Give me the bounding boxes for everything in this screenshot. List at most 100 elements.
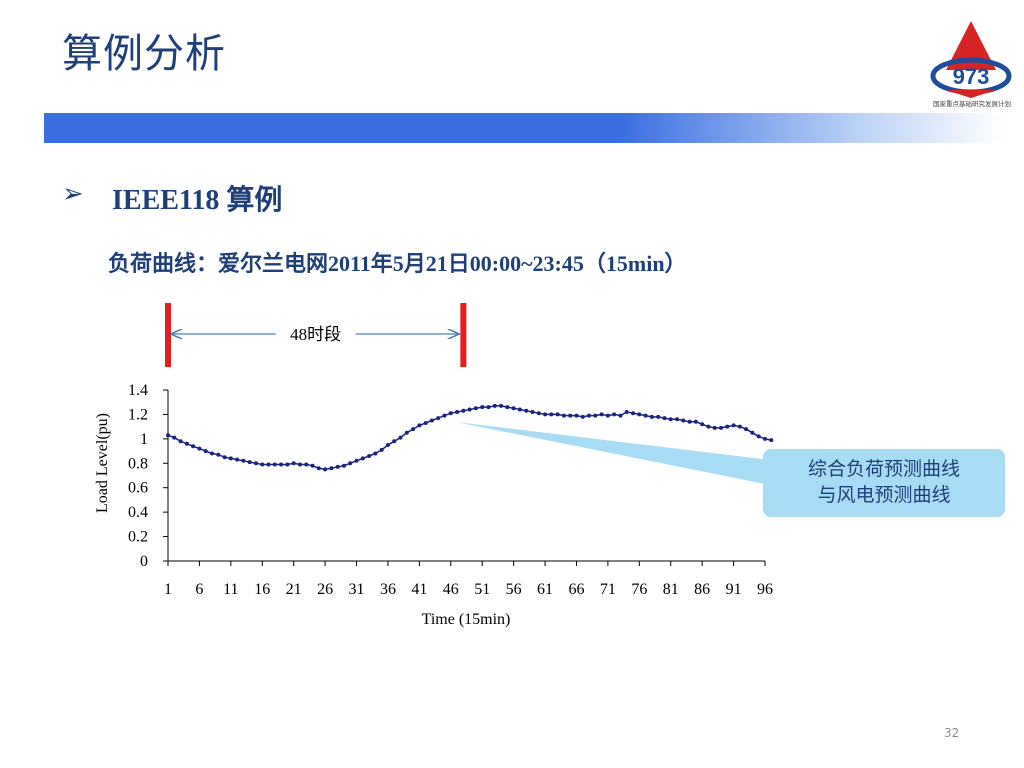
series-point (744, 427, 749, 432)
series-point (517, 407, 522, 412)
series-point (436, 416, 441, 421)
series-point (637, 412, 642, 417)
series-point (750, 430, 755, 435)
y-tick-label: 0.4 (128, 504, 148, 521)
slide-title: 算例分析 (62, 31, 226, 77)
series-point (166, 433, 170, 438)
y-tick-label: 1.4 (128, 382, 148, 399)
y-tick-label: 1 (140, 431, 148, 448)
series-point (266, 462, 271, 467)
series-point (618, 413, 623, 418)
series-point (323, 467, 328, 472)
series-point (649, 414, 654, 419)
series-point (260, 462, 265, 467)
span-start-marker (165, 303, 171, 367)
series-point (737, 424, 742, 429)
page-number: 32 (944, 726, 960, 740)
x-tick-label: 66 (568, 581, 584, 598)
x-tick-label: 31 (349, 581, 365, 598)
series-point (316, 466, 321, 471)
series-point (599, 412, 604, 417)
series-point (499, 403, 504, 408)
x-tick-label: 76 (631, 581, 647, 598)
series-point (492, 403, 497, 408)
y-tick-label: 0.6 (128, 480, 148, 497)
x-tick-label: 6 (195, 581, 203, 598)
series-point (291, 461, 296, 466)
title-banner (44, 113, 1004, 143)
span-label: 48时段 (290, 325, 341, 344)
series-point (524, 408, 529, 413)
series-point (461, 408, 466, 413)
series-point (593, 413, 598, 418)
series-point (379, 447, 384, 452)
y-tick-label: 0.2 (128, 529, 148, 546)
x-tick-label: 36 (380, 581, 396, 598)
span-end-marker (460, 303, 467, 367)
series-point (536, 411, 541, 416)
series-point (360, 456, 365, 461)
series-point (756, 434, 761, 439)
series-point (725, 424, 730, 429)
series-point (561, 413, 566, 418)
x-axis-label: Time (15min) (422, 611, 511, 628)
series-point (656, 414, 661, 419)
series-point (549, 412, 554, 417)
logo-caption: 国家重点基础研究发展计划 (933, 100, 1011, 108)
x-tick-label: 46 (443, 581, 459, 598)
series-point (272, 462, 277, 467)
x-tick-label: 16 (254, 581, 270, 598)
series-point (681, 418, 686, 423)
series-point (605, 413, 610, 418)
series-point (222, 455, 227, 460)
series-point (467, 407, 472, 412)
series-point (505, 405, 510, 410)
series-point (423, 421, 428, 425)
x-tick-label: 41 (411, 581, 427, 598)
callout-pointer (456, 422, 770, 485)
y-tick-label: 1.2 (128, 406, 148, 423)
series-point (404, 430, 409, 435)
x-tick-label: 1 (164, 581, 172, 598)
series-point (448, 411, 453, 416)
y-ticks: 0 0.2 0.4 0.6 0.8 1 1.2 1.4 (128, 382, 168, 570)
series-point (568, 413, 573, 418)
x-tick-label: 71 (600, 581, 616, 598)
series-point (279, 462, 284, 467)
series-point (624, 410, 629, 414)
series-point (700, 422, 705, 427)
series-point (392, 439, 397, 444)
series-point (373, 451, 378, 456)
x-tick-label: 61 (537, 581, 553, 598)
series-point (675, 417, 679, 422)
series-point (329, 466, 334, 471)
series-point (455, 410, 460, 414)
x-tick-label: 51 (474, 581, 490, 598)
series-point (486, 405, 491, 410)
series-point (191, 444, 196, 449)
series-point (210, 451, 214, 456)
series-point (247, 460, 252, 465)
series-point (480, 405, 485, 410)
series-points (166, 403, 774, 472)
series-point (178, 439, 183, 444)
series-point (228, 456, 233, 461)
series-point (417, 423, 422, 428)
series-point (197, 446, 202, 451)
series-point (348, 461, 353, 466)
x-tick-label: 26 (317, 581, 333, 598)
series-point (310, 463, 315, 468)
x-tick-label: 81 (663, 581, 679, 598)
logo-973-icon: 973 (930, 21, 1012, 98)
series-point (612, 412, 617, 417)
series-point (530, 410, 535, 414)
x-tick-label: 21 (286, 581, 302, 598)
x-tick-label: 91 (726, 581, 742, 598)
series-point (473, 406, 478, 411)
series-point (706, 424, 711, 429)
x-ticks: 1 6 11 16 21 26 31 36 41 46 51 56 61 66 71 76 81 86 91 96 (164, 561, 773, 598)
slide-subtitle: IEEE118 算例 (112, 185, 283, 216)
series-point (342, 463, 346, 468)
series-point (580, 414, 585, 419)
